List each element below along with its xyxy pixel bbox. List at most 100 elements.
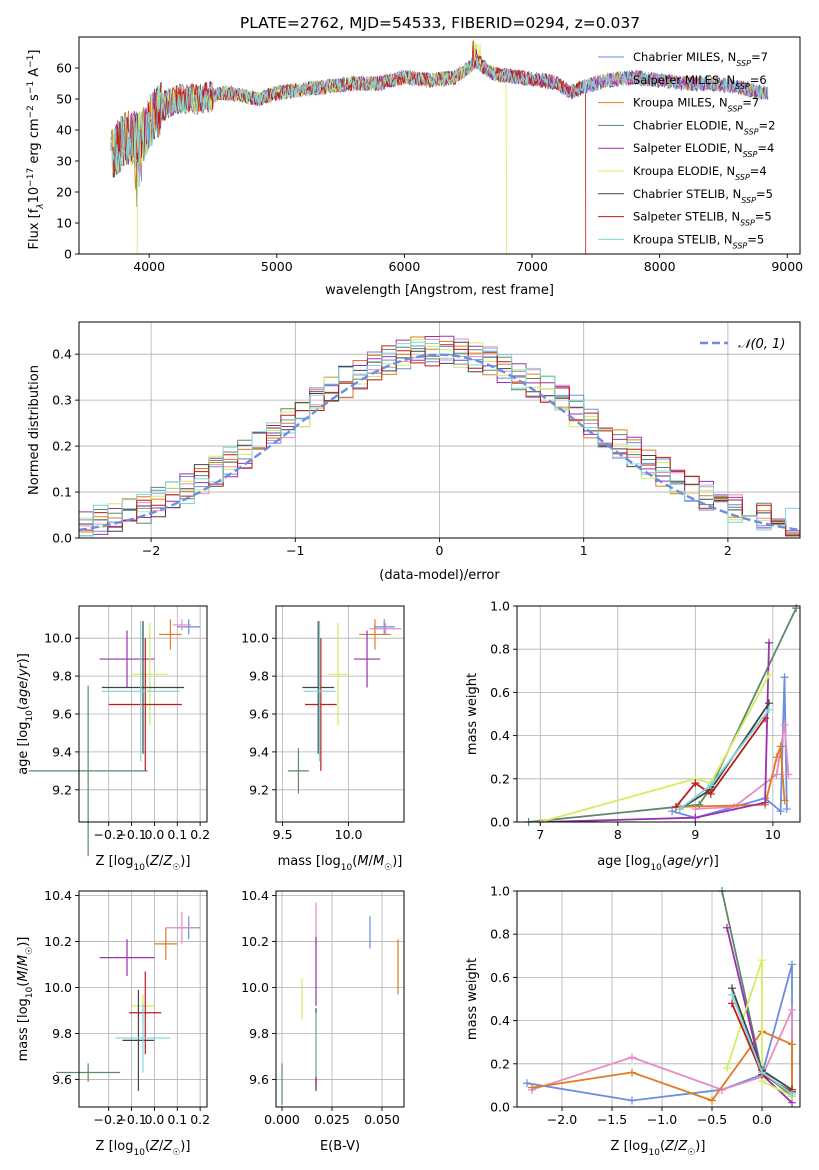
age-vs-metallicity-panel: −0.2−0.10.0 0.1 0.2 9.2 9.4 9.6 9.8 10.0 Z [log1… <box>16 605 210 873</box>
y-tick-label: 20 <box>56 185 72 200</box>
y-tick-label: 1.0 <box>490 599 510 614</box>
spectrum-line <box>110 55 769 178</box>
y-tick-label: 0.0 <box>490 815 510 830</box>
spectrum-legend: Chabrier MILES, NSSP=7 Salpeter MILES, NS… <box>598 50 775 250</box>
x-tick-label: −2 <box>142 543 160 558</box>
x-axis-label: Z [log10(Z/Z☉)] <box>611 1139 706 1158</box>
x-axis-label: mass [log10(M/M☉)] <box>278 854 403 873</box>
x-tick-label: 0.0 <box>752 1112 772 1127</box>
weight-series-line <box>540 674 770 822</box>
y-tick-label: 9.6 <box>52 1072 72 1087</box>
weight-point-marker <box>628 1096 636 1105</box>
x-tick-label: 0.050 <box>364 1112 400 1127</box>
weight-point-marker <box>668 807 677 816</box>
y-tick-label: 0.1 <box>52 485 72 500</box>
x-axis-label: Z [log10(Z/Z☉)] <box>96 1139 191 1158</box>
legend-label: Chabrier STELIB, NSSP=5 <box>633 187 773 205</box>
weight-series-line <box>526 964 793 1102</box>
x-tick-label: 0.1 <box>167 827 187 842</box>
weight-point-marker <box>728 990 736 999</box>
y-tick-label: 0.0 <box>490 1100 510 1115</box>
histogram-y-label: Normed distribution <box>27 365 42 495</box>
x-axis-label: Z [log10(Z/Z☉)] <box>96 854 191 873</box>
y-tick-label: 0.8 <box>490 927 510 942</box>
x-tick-label: −2.0 <box>547 1112 577 1127</box>
x-axis-label: E(B-V) <box>320 1139 360 1154</box>
axes-frame <box>78 36 801 255</box>
x-tick-label: 2 <box>724 543 732 558</box>
legend-label: Chabrier ELODIE, NSSP=2 <box>633 118 775 136</box>
weight-point-marker <box>772 753 781 762</box>
x-tick-label: 8000 <box>644 259 676 274</box>
weight-point-marker <box>706 781 715 790</box>
x-tick-label: 7 <box>536 827 544 842</box>
y-tick-label: 9.6 <box>52 707 72 722</box>
x-tick-label: −0.1 <box>116 1112 146 1127</box>
x-tick-label: 4000 <box>133 259 165 274</box>
y-tick-label: 10.0 <box>44 631 72 646</box>
weight-point-marker <box>788 1040 796 1049</box>
weight-point-marker <box>691 779 700 788</box>
legend-label: Salpeter ELODIE, NSSP=4 <box>633 141 774 159</box>
y-tick-label: 9.6 <box>249 1072 269 1087</box>
y-tick-label: 9.6 <box>249 707 269 722</box>
x-tick-label: −1.5 <box>597 1112 627 1127</box>
normal-reference-curve <box>78 353 801 532</box>
legend-label: Salpeter MILES, NSSP=6 <box>633 73 767 91</box>
y-axis-label: mass weight <box>465 673 480 755</box>
y-tick-label: 50 <box>56 92 72 107</box>
spectrum-panel: 4000 5000 6000 7000 8000 9000 0 10 20 30 40 50 60 wav… <box>26 36 803 298</box>
x-tick-label: 10.0 <box>335 827 363 842</box>
weight-point-marker <box>523 1079 531 1088</box>
histogram-x-label: (data-model)/error <box>379 568 500 583</box>
residual-histogram-panel: −2 −1 0 1 2 0.0 0.1 0.2 0.3 0.4 𝒩(0, 1) (data-model… <box>27 321 801 583</box>
y-tick-label: 9.4 <box>249 744 269 759</box>
y-tick-label: 10.0 <box>44 980 72 995</box>
x-tick-label: 7000 <box>516 259 548 274</box>
y-axis-label: age [log10(age/yr)] <box>16 653 35 775</box>
y-tick-label: 0.6 <box>490 685 510 700</box>
x-tick-label: −0.1 <box>116 827 146 842</box>
y-tick-label: 9.4 <box>52 744 72 759</box>
weight-point-marker <box>776 742 785 751</box>
spectrum-y-label: Flux [fλ10−17 erg cm−2 s−1 A−1] <box>26 50 46 250</box>
weight-point-marker <box>784 770 793 779</box>
x-tick-label: 9.5 <box>273 827 293 842</box>
y-tick-label: 10.2 <box>241 934 269 949</box>
weight-point-marker <box>723 1064 731 1073</box>
weight-point-marker <box>780 720 789 729</box>
weight-series-line <box>671 677 788 819</box>
x-tick-label: −0.2 <box>94 1112 124 1127</box>
weight-point-marker <box>776 807 785 816</box>
legend-label: Kroupa STELIB, NSSP=5 <box>633 232 764 250</box>
age-vs-mass-panel: 9.5 10.0 9.2 9.4 9.6 9.8 10.0 mass [log10(M/M☉)… <box>241 605 405 873</box>
mass-weight-vs-age-panel: 7 8 9 10 0.0 0.2 0.4 0.6 0.8 1.0 age [log10(age/yr… <box>465 599 801 873</box>
x-tick-label: −0.5 <box>697 1112 727 1127</box>
y-tick-label: 1.0 <box>490 884 510 899</box>
x-tick-label: 0.1 <box>167 1112 187 1127</box>
x-tick-label: −0.2 <box>94 827 124 842</box>
x-tick-label: 0.2 <box>190 827 210 842</box>
weight-point-marker <box>788 1005 796 1014</box>
figure-title: PLATE=2762, MJD=54533, FIBERID=0294, z=0… <box>240 14 640 32</box>
axes-frame <box>516 890 801 1108</box>
weight-point-marker <box>758 1068 766 1077</box>
y-tick-label: 0.4 <box>490 728 510 743</box>
y-tick-label: 10 <box>56 216 72 231</box>
x-tick-label: 5000 <box>261 259 293 274</box>
y-tick-label: 0.0 <box>52 531 72 546</box>
y-tick-label: 0.4 <box>52 347 72 362</box>
weight-point-marker <box>792 604 801 613</box>
weight-point-marker <box>691 813 700 822</box>
weight-point-marker <box>780 796 789 805</box>
x-tick-label: 8 <box>614 827 622 842</box>
y-tick-label: 30 <box>56 154 72 169</box>
mass-vs-metallicity-panel: −0.2−0.10.0 0.1 0.2 9.6 9.8 10.0 10.2 10.4 Z [lo… <box>16 888 210 1158</box>
x-tick-label: 0.0 <box>144 827 164 842</box>
weight-series-line <box>540 642 770 822</box>
weight-point-marker <box>764 705 773 714</box>
x-axis-label: age [log10(age/yr)] <box>597 854 719 873</box>
weight-point-marker <box>764 638 773 647</box>
y-tick-label: 0.2 <box>52 439 72 454</box>
